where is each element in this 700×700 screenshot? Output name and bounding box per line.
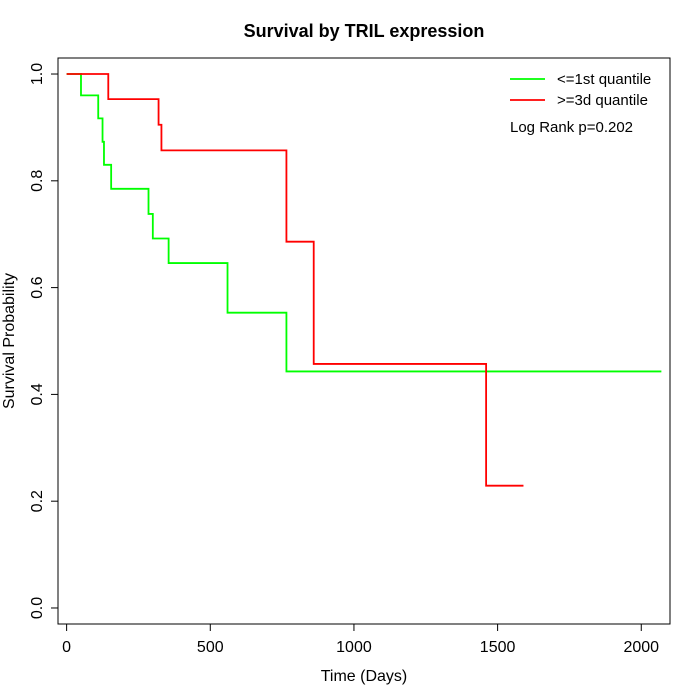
y-tick-label: 0.2 [29, 490, 46, 512]
legend: <=1st quantile >=3d quantile [510, 71, 651, 109]
y-tick-label: 0.8 [29, 170, 46, 192]
x-tick-label: 2000 [623, 639, 659, 656]
x-tick-label: 1500 [480, 639, 516, 656]
survival-curve-1 [66, 73, 662, 373]
x-tick-label: 0 [62, 639, 71, 656]
y-tick-label: 1.0 [29, 63, 46, 85]
x-tick-label: 1000 [336, 639, 372, 656]
y-tick-label: 0.6 [29, 276, 46, 298]
legend-label: <=1st quantile [557, 71, 651, 88]
y-tick-label: 0.0 [29, 597, 46, 619]
x-tick-label: 500 [197, 639, 224, 656]
survival-curves [66, 73, 662, 487]
x-axis-label: Time (Days) [321, 668, 408, 685]
y-axis: 0.0 0.2 0.4 0.6 0.8 1.0 [29, 63, 59, 619]
chart-title: Survival by TRIL expression [244, 21, 485, 41]
y-tick-label: 0.4 [29, 383, 46, 405]
y-axis-label: Survival Probability [1, 273, 18, 409]
x-axis: 0 500 1000 1500 2000 [62, 623, 659, 656]
survival-curve-2 [66, 73, 524, 487]
log-rank-annotation: Log Rank p=0.202 [510, 119, 633, 136]
legend-label: >=3d quantile [557, 92, 648, 109]
plot-frame [57, 57, 671, 625]
